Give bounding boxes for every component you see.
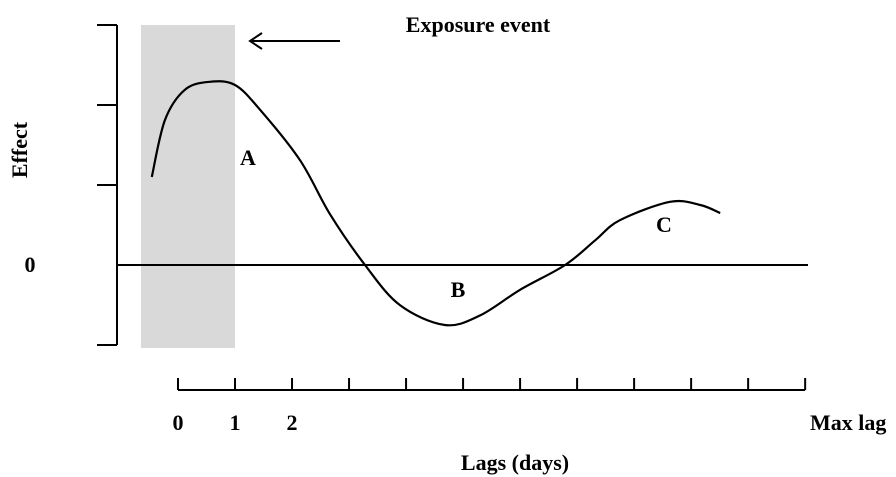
exposure-window [140,25,236,348]
effect-curve [150,80,721,327]
x-axis-label: Lags (days) [461,450,569,475]
x-tick-label: 2 [287,410,298,435]
arrow-head [248,32,263,50]
annotation: B [451,277,466,302]
chart-title: Exposure event [406,12,551,37]
x-tick-label: 0 [173,410,184,435]
x-tick-label: Max lag [810,410,886,435]
x-tick-label: 1 [230,410,241,435]
annotation: C [656,212,672,237]
y-tick-label: 0 [25,252,36,277]
y-axis-label: Effect [7,121,32,178]
annotation: A [240,145,256,170]
